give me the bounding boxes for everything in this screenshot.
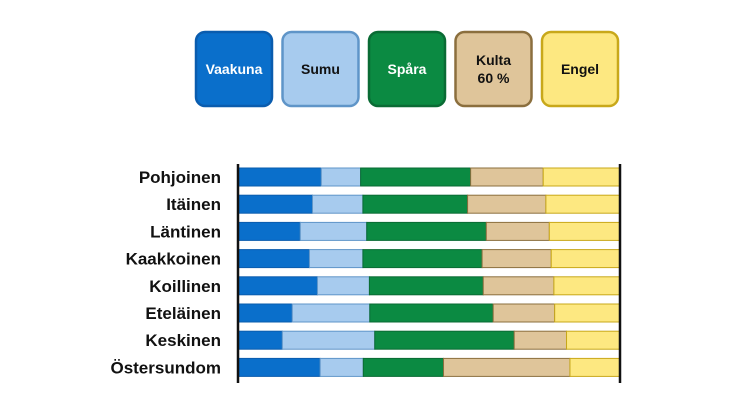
bar-segment-sumu	[299, 221, 368, 241]
bar-segment-spara	[366, 221, 487, 241]
category-label-koillinen: Koillinen	[149, 277, 221, 296]
bar-segment-sumu	[311, 194, 364, 214]
bar-segment-vaakuna	[237, 249, 310, 269]
legend-item-vaakuna: Vaakuna	[194, 30, 274, 108]
bar-row-kaakkoinen	[237, 249, 621, 269]
bar-segment-spara	[362, 357, 445, 377]
bar-segment-kulta-60	[481, 249, 552, 269]
bar-segment-sumu	[308, 249, 364, 269]
bar-segment-kulta-60	[492, 303, 556, 323]
legend-label: Kulta	[476, 52, 511, 68]
bar-segment-spara	[368, 276, 484, 296]
bar-segment-spara	[362, 194, 469, 214]
bar-row-itainen	[237, 194, 621, 214]
bar-segment-sumu	[319, 357, 364, 377]
bar-segment-kulta-60	[513, 330, 568, 350]
category-label-pohjoinen: Pohjoinen	[139, 168, 221, 187]
bar-row-etelainen	[237, 303, 621, 323]
category-label-lantinen: Läntinen	[150, 222, 221, 241]
bar-segment-kulta-60	[467, 194, 547, 214]
bar-segment-engel	[548, 221, 621, 241]
bar-segment-vaakuna	[237, 221, 301, 241]
legend-swatch	[367, 30, 447, 108]
legend: Vaakuna Sumu Spåra Kulta 60 % Engel	[194, 30, 620, 108]
bar-segment-spara	[369, 303, 494, 323]
legend-label: Engel	[561, 61, 599, 77]
legend-item-spara: Spåra	[367, 30, 447, 108]
legend-item-sumu: Sumu	[281, 30, 360, 108]
legend-swatch	[194, 30, 274, 108]
legend-swatch	[454, 30, 533, 108]
legend-label: Vaakuna	[206, 61, 263, 77]
bar-segment-kulta-60	[482, 276, 555, 296]
bar-segment-vaakuna	[237, 357, 321, 377]
bar-segment-engel	[554, 303, 621, 323]
bar-segment-kulta-60	[485, 221, 550, 241]
bar-segment-engel	[566, 330, 621, 350]
bar-segment-sumu	[316, 276, 370, 296]
bar-segment-vaakuna	[237, 167, 322, 187]
category-label-etelainen: Eteläinen	[145, 304, 221, 323]
bar-segment-kulta-60	[470, 167, 544, 187]
bar-row-lantinen	[237, 221, 621, 241]
bar-segment-vaakuna	[237, 194, 313, 214]
legend-swatch	[281, 30, 360, 108]
bar-segment-engel	[569, 357, 621, 377]
bar-segment-sumu	[281, 330, 376, 350]
legend-swatch	[540, 30, 620, 108]
bar-segment-engel	[545, 194, 621, 214]
bar-row-koillinen	[237, 276, 621, 296]
legend-label: Spåra	[388, 61, 427, 77]
bar-segment-kulta-60	[443, 357, 571, 377]
category-label-keskinen: Keskinen	[145, 331, 221, 350]
bar-segment-engel	[550, 249, 621, 269]
bar-segment-spara	[374, 330, 515, 350]
legend-item-kulta-60: Kulta 60 %	[454, 30, 533, 108]
legend-label: Sumu	[301, 61, 340, 77]
bar-segment-spara	[362, 249, 483, 269]
bar-segment-vaakuna	[237, 276, 318, 296]
category-label-itainen: Itäinen	[166, 195, 221, 214]
bar-row-ostersundom	[237, 357, 621, 377]
bar-segment-engel	[542, 167, 621, 187]
bars	[237, 167, 621, 377]
bar-row-pohjoinen	[237, 167, 621, 187]
bar-segment-sumu	[320, 167, 362, 187]
bar-segment-vaakuna	[237, 330, 283, 350]
legend-label: 60 %	[478, 70, 510, 86]
category-label-ostersundom: Östersundom	[110, 358, 221, 377]
category-labels: Pohjoinen Itäinen Läntinen Kaakkoinen Koilli…	[110, 168, 221, 377]
bar-segment-spara	[360, 167, 472, 187]
bar-segment-engel	[553, 276, 621, 296]
bar-segment-vaakuna	[237, 303, 293, 323]
category-label-kaakkoinen: Kaakkoinen	[126, 250, 221, 269]
bar-segment-sumu	[291, 303, 371, 323]
legend-item-engel: Engel	[540, 30, 620, 108]
bar-row-keskinen	[237, 330, 621, 350]
